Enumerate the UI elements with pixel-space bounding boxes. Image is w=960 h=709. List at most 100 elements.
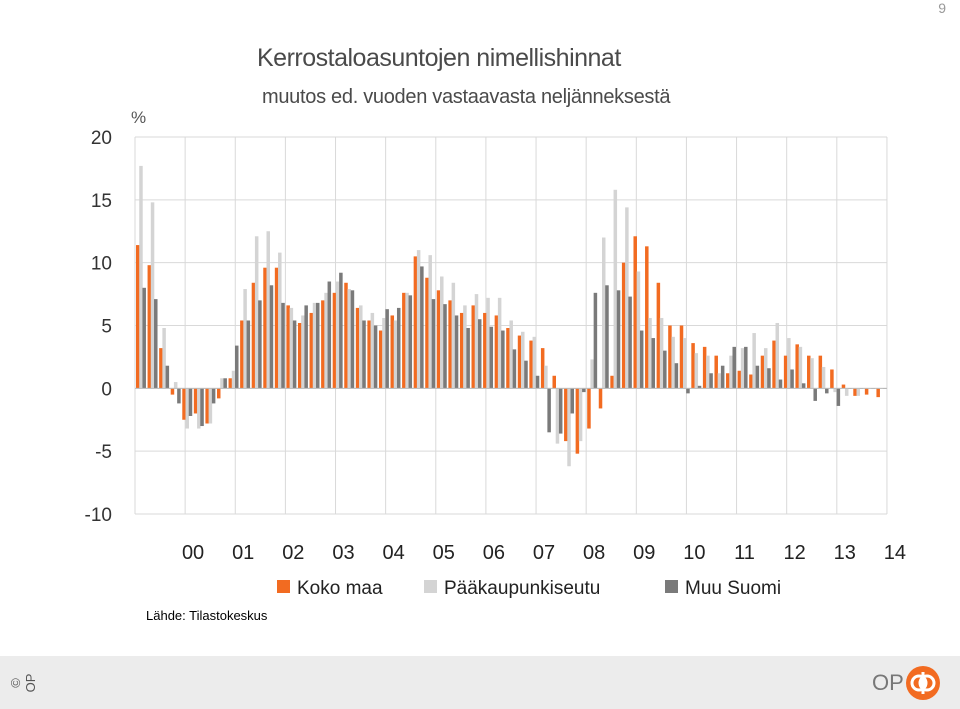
- chart: 20 15 10 5 0 -5 -10% 00 01 02 03 04 05 06 07 08 09 10 11 12…: [85, 108, 906, 599]
- copyright-note: © OP: [8, 673, 38, 693]
- bar: [471, 305, 476, 389]
- bar: [370, 312, 375, 389]
- bar: [173, 382, 178, 389]
- bar: [833, 388, 837, 393]
- bar: [686, 388, 690, 394]
- bar: [621, 262, 626, 389]
- bar: [726, 373, 730, 389]
- bar: [142, 287, 146, 389]
- bar: [694, 353, 699, 389]
- bar: [521, 331, 525, 389]
- bar: [211, 388, 216, 404]
- bar: [193, 388, 198, 414]
- bar: [246, 320, 251, 389]
- legend-label: Pääkaupunkiseutu: [444, 578, 600, 599]
- bar: [656, 282, 661, 389]
- bar: [200, 388, 204, 427]
- bar: [590, 359, 594, 389]
- bar: [587, 388, 591, 429]
- bar: [506, 328, 510, 389]
- bar: [578, 388, 583, 442]
- x-tick-label: 03: [332, 542, 354, 564]
- bar: [205, 388, 209, 424]
- bar: [706, 355, 710, 389]
- bar: [425, 277, 429, 389]
- bar: [535, 375, 540, 389]
- bar: [208, 388, 213, 424]
- bar: [540, 348, 545, 389]
- bar: [420, 266, 424, 389]
- bar: [324, 292, 328, 389]
- bar: [702, 346, 707, 389]
- bar: [841, 384, 846, 389]
- x-tick-label: 00: [182, 542, 204, 564]
- bar: [451, 282, 456, 389]
- bar: [633, 236, 637, 389]
- y-tick-label: 0: [101, 379, 112, 400]
- bar: [671, 336, 675, 389]
- bar: [795, 344, 799, 389]
- bar: [605, 285, 609, 389]
- bar: [663, 350, 667, 389]
- bar: [601, 237, 606, 389]
- bar: [818, 355, 823, 389]
- bar: [682, 338, 687, 389]
- bar: [373, 325, 378, 389]
- op-logo: OP: [872, 664, 952, 704]
- bar: [428, 255, 432, 389]
- bar: [339, 272, 343, 389]
- bar: [616, 290, 621, 389]
- bar: [532, 336, 537, 389]
- bar: [598, 388, 603, 409]
- x-tick-label: 13: [834, 542, 856, 564]
- bar: [448, 300, 452, 389]
- bar: [807, 355, 811, 389]
- bar: [767, 368, 771, 389]
- bar: [775, 322, 780, 389]
- bar: [436, 290, 441, 389]
- bar: [593, 292, 598, 389]
- bar: [309, 312, 314, 389]
- bar: [185, 388, 190, 429]
- bar: [501, 330, 505, 389]
- bar: [625, 207, 629, 389]
- bar: [732, 346, 736, 389]
- bar: [651, 338, 656, 389]
- bar: [443, 304, 447, 389]
- bar: [385, 309, 389, 389]
- bar: [136, 245, 140, 389]
- bar: [216, 388, 221, 399]
- bar: [582, 388, 586, 393]
- bar: [454, 315, 459, 389]
- bar: [790, 369, 794, 389]
- bar: [709, 373, 713, 389]
- bar: [564, 388, 568, 442]
- bar: [459, 312, 464, 389]
- bar: [697, 385, 702, 389]
- bar: [610, 375, 614, 389]
- bar: [159, 348, 163, 389]
- bar: [674, 363, 679, 389]
- bar: [350, 290, 355, 389]
- bar: [821, 366, 826, 389]
- bar: [327, 281, 332, 389]
- bar: [286, 305, 290, 389]
- bar: [197, 388, 201, 429]
- bar: [220, 378, 224, 389]
- bar: [772, 340, 776, 389]
- bar: [378, 330, 383, 389]
- bar: [844, 388, 849, 396]
- source-note: Lähde: Tilastokeskus: [146, 608, 268, 623]
- bar: [714, 355, 718, 389]
- y-tick-label: -10: [85, 505, 112, 526]
- bar: [749, 374, 753, 389]
- bar: [332, 292, 337, 389]
- bar: [639, 330, 644, 389]
- x-tick-label: 05: [433, 542, 455, 564]
- bar: [251, 282, 256, 389]
- bar: [524, 360, 528, 389]
- bar: [182, 388, 186, 420]
- bar: [529, 340, 533, 389]
- x-tick-label: 02: [282, 542, 304, 564]
- bar: [150, 202, 155, 389]
